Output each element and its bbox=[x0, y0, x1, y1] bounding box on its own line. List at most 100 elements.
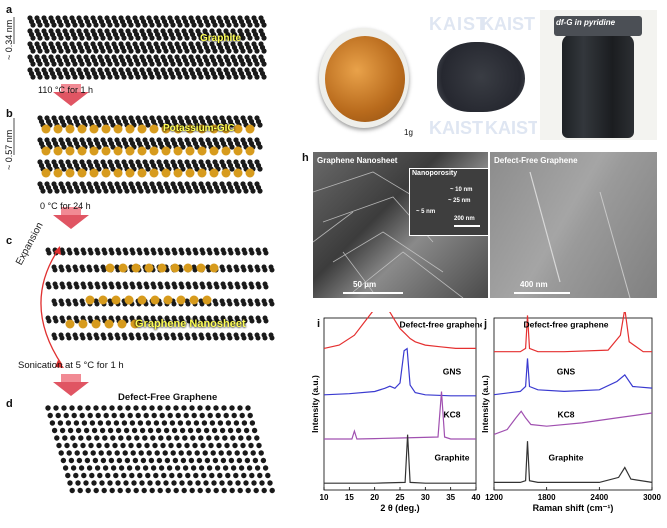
potassium-atom bbox=[210, 264, 219, 273]
carbon-atom bbox=[229, 405, 234, 410]
kaist-watermark: KAIST bbox=[429, 14, 488, 35]
carbon-atom bbox=[122, 420, 127, 425]
potassium-atom bbox=[79, 320, 88, 329]
carbon-atom bbox=[145, 166, 150, 171]
carbon-atom bbox=[62, 435, 67, 440]
carbon-atom bbox=[203, 450, 208, 455]
x-axis-label: 2 θ (deg.) bbox=[380, 503, 419, 513]
carbon-atom bbox=[141, 405, 146, 410]
carbon-atom bbox=[37, 74, 42, 79]
carbon-atom bbox=[119, 465, 124, 470]
carbon-atom bbox=[154, 420, 159, 425]
carbon-atom bbox=[68, 285, 73, 290]
carbon-atom bbox=[208, 188, 213, 193]
potassium-atom bbox=[198, 169, 207, 178]
carbon-atom bbox=[156, 22, 161, 27]
carbon-atom bbox=[149, 61, 154, 66]
potassium-atom bbox=[158, 264, 167, 273]
potassium-atom bbox=[150, 125, 159, 134]
series-label: KC8 bbox=[443, 409, 460, 419]
carbon-atom bbox=[145, 122, 150, 127]
carbon-atom bbox=[263, 302, 268, 307]
carbon-atom bbox=[228, 336, 233, 341]
carbon-atom bbox=[211, 480, 216, 485]
carbon-atom bbox=[83, 450, 88, 455]
carbon-atom bbox=[148, 428, 153, 433]
carbon-atom bbox=[224, 413, 229, 418]
x-tick-label: 1200 bbox=[485, 493, 503, 502]
carbon-atom bbox=[191, 61, 196, 66]
carbon-atom bbox=[117, 251, 122, 256]
carbon-atom bbox=[70, 488, 75, 493]
dfg-label: Defect-Free Graphene bbox=[118, 392, 217, 403]
potassium-atom bbox=[174, 147, 183, 156]
x-tick-label: 40 bbox=[472, 493, 481, 502]
carbon-atom bbox=[159, 465, 164, 470]
potassium-atom bbox=[222, 147, 231, 156]
potassium-atom bbox=[171, 264, 180, 273]
carbon-atom bbox=[184, 413, 189, 418]
carbon-atom bbox=[50, 420, 55, 425]
carbon-atom bbox=[110, 285, 115, 290]
carbon-atom bbox=[131, 251, 136, 256]
carbon-atom bbox=[65, 48, 70, 53]
carbon-atom bbox=[53, 405, 58, 410]
carbon-atom bbox=[131, 285, 136, 290]
x-tick-label: 1800 bbox=[538, 493, 556, 502]
carbon-atom bbox=[121, 61, 126, 66]
carbon-atom bbox=[221, 405, 226, 410]
series-label: Graphite bbox=[549, 452, 584, 462]
carbon-atom bbox=[248, 413, 253, 418]
carbon-atom bbox=[138, 188, 143, 193]
carbon-atom bbox=[232, 413, 237, 418]
carbon-atom bbox=[96, 285, 101, 290]
carbon-atom bbox=[270, 268, 275, 273]
carbon-atom bbox=[94, 435, 99, 440]
carbon-atom bbox=[248, 443, 253, 448]
carbon-atom bbox=[149, 405, 154, 410]
carbon-atom bbox=[133, 405, 138, 410]
carbon-atom bbox=[107, 48, 112, 53]
carbon-atom bbox=[221, 336, 226, 341]
carbon-atom bbox=[228, 428, 233, 433]
carbon-atom bbox=[87, 465, 92, 470]
potassium-atom bbox=[184, 264, 193, 273]
potassium-atom bbox=[164, 296, 173, 305]
carbon-atom bbox=[114, 74, 119, 79]
carbon-atom bbox=[78, 488, 83, 493]
carbon-atom bbox=[100, 48, 105, 53]
spacing-a-label: ~ 0.34 nm bbox=[4, 20, 14, 60]
carbon-atom bbox=[67, 450, 72, 455]
carbon-atom bbox=[250, 188, 255, 193]
carbon-atom bbox=[201, 285, 206, 290]
carbon-atom bbox=[76, 428, 81, 433]
carbon-atom bbox=[233, 61, 238, 66]
carbon-atom bbox=[187, 285, 192, 290]
carbon-atom bbox=[254, 488, 259, 493]
carbon-atom bbox=[116, 428, 121, 433]
potassium-atom bbox=[174, 169, 183, 178]
potassium-atom bbox=[246, 125, 255, 134]
carbon-atom bbox=[134, 488, 139, 493]
carbon-atom bbox=[93, 22, 98, 27]
carbon-atom bbox=[98, 420, 103, 425]
carbon-atom bbox=[125, 458, 130, 463]
carbon-atom bbox=[179, 480, 184, 485]
carbon-atom bbox=[74, 336, 79, 341]
carbon-atom bbox=[151, 465, 156, 470]
carbon-atom bbox=[95, 465, 100, 470]
carbon-atom bbox=[187, 450, 192, 455]
carbon-atom bbox=[176, 413, 181, 418]
carbon-atom bbox=[250, 319, 255, 324]
carbon-atom bbox=[239, 465, 244, 470]
carbon-atom bbox=[135, 465, 140, 470]
carbon-atom bbox=[179, 336, 184, 341]
carbon-atom bbox=[179, 450, 184, 455]
carbon-atom bbox=[121, 48, 126, 53]
carbon-atom bbox=[103, 251, 108, 256]
carbon-atom bbox=[247, 35, 252, 40]
carbon-atom bbox=[240, 443, 245, 448]
carbon-atom bbox=[259, 480, 264, 485]
chart-raman: 1200 1800 2400 3000Raman shift (cm⁻¹)Intens… bbox=[482, 312, 662, 528]
carbon-atom bbox=[159, 188, 164, 193]
